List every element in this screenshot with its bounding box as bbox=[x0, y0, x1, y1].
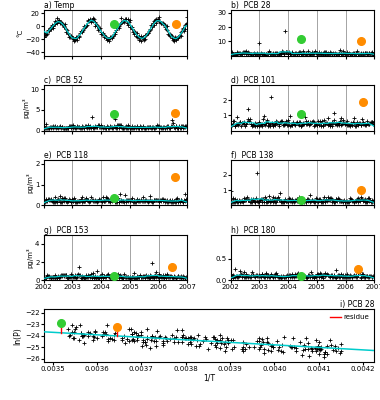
Text: b)  PCB 28: b) PCB 28 bbox=[231, 1, 270, 10]
Text: a) Temp: a) Temp bbox=[44, 1, 74, 10]
Y-axis label: pg/m³: pg/m³ bbox=[27, 172, 34, 193]
Text: i) PCB 28: i) PCB 28 bbox=[340, 300, 374, 309]
Text: f)  PCB 138: f) PCB 138 bbox=[231, 151, 273, 160]
Legend: residue: residue bbox=[329, 313, 371, 322]
Y-axis label: ln(P): ln(P) bbox=[13, 327, 22, 345]
Text: e)  PCB 118: e) PCB 118 bbox=[44, 151, 88, 160]
Text: c)  PCB 52: c) PCB 52 bbox=[44, 76, 82, 85]
Y-axis label: °C: °C bbox=[17, 29, 24, 37]
Y-axis label: pg/m³: pg/m³ bbox=[27, 247, 34, 268]
X-axis label: 1/T: 1/T bbox=[203, 374, 215, 382]
Text: d)  PCB 101: d) PCB 101 bbox=[231, 76, 275, 85]
Text: g)  PCB 153: g) PCB 153 bbox=[44, 226, 88, 234]
Text: h)  PCB 180: h) PCB 180 bbox=[231, 226, 275, 234]
Y-axis label: pg/m³: pg/m³ bbox=[22, 97, 29, 118]
